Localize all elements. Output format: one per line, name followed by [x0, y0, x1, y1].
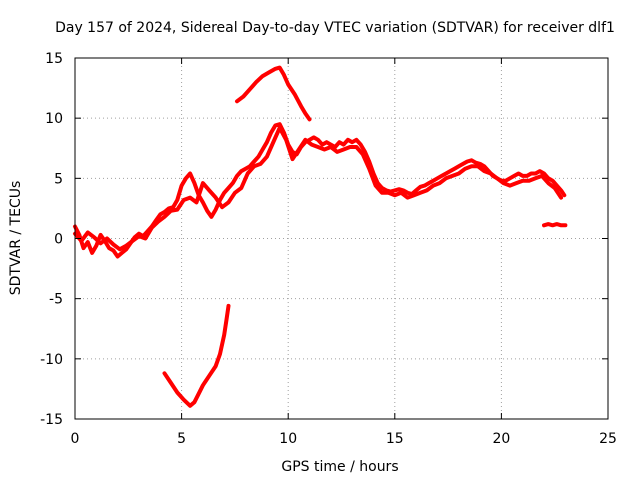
x-tick-label: 20 — [492, 431, 510, 447]
y-tick-label: 10 — [45, 111, 63, 127]
series-line-upper-segment — [235, 65, 312, 122]
series-line-secondary-trace — [73, 125, 564, 252]
y-tick-label: 5 — [54, 171, 63, 187]
grid — [75, 58, 608, 419]
x-tick-label: 0 — [71, 431, 80, 447]
x-tick-label: 10 — [279, 431, 297, 447]
chart-title: Day 157 of 2024, Sidereal Day-to-day VTE… — [55, 20, 615, 36]
y-tick-label: 15 — [45, 51, 63, 67]
series-line-main-trace — [73, 122, 567, 259]
x-axis-label: GPS time / hours — [281, 459, 398, 475]
y-tick-label: -5 — [49, 292, 63, 308]
x-tick-label: 25 — [599, 431, 617, 447]
y-tick-label: 0 — [54, 232, 63, 248]
series-line-lower-segment — [162, 303, 231, 408]
x-tick-label: 15 — [386, 431, 404, 447]
series-layer — [73, 65, 568, 408]
y-axis-label: SDTVAR / TECUs — [8, 181, 24, 296]
plot-frame — [74, 57, 609, 420]
x-tick-label: 5 — [177, 431, 186, 447]
series-line-end-segment — [542, 222, 568, 228]
y-tick-label: -15 — [40, 412, 63, 428]
ticks — [74, 57, 609, 420]
y-tick-label: -10 — [40, 352, 63, 368]
tick-labels: 0 5 10 15 20 25 -15 -10 -5 0 5 10 15 — [40, 51, 617, 447]
